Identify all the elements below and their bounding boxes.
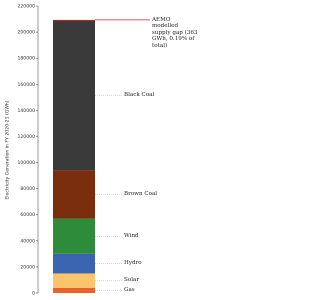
- bar-segment: [53, 253, 95, 274]
- y-tick-label: 140000: [17, 108, 35, 114]
- bar-segment: [53, 287, 95, 293]
- y-axis-label: Electricity Generation in FY 2020-21 (GW…: [5, 100, 11, 199]
- y-tick-label: 100000: [17, 160, 35, 166]
- series-label: Brown Coal: [124, 191, 158, 198]
- y-tick-label: 120000: [17, 134, 35, 140]
- y-tick-label: 80000: [20, 186, 35, 192]
- y-tick-label: 60000: [20, 212, 35, 218]
- y-tick-label: 40000: [20, 238, 35, 244]
- series-label: Hydro: [124, 260, 142, 267]
- series-label: AEMO modelled supply gap (363 GWh, 0.19%…: [152, 16, 198, 49]
- series-label: Gas: [124, 287, 135, 294]
- bar-segment: [53, 273, 95, 288]
- bar-segment: [53, 20, 95, 171]
- chart: Electricity Generation in FY 2020-21 (GW…: [5, 4, 198, 297]
- series-label: Solar: [124, 277, 139, 284]
- bar-segment: [53, 170, 95, 219]
- y-tick-label: 20000: [20, 264, 35, 270]
- y-tick-label: 180000: [17, 56, 35, 62]
- series-label: Wind: [124, 233, 139, 240]
- bar-segment: [53, 19, 95, 21]
- chart-svg: Electricity Generation in FY 2020-21 (GW…: [5, 4, 150, 297]
- y-tick-label: 0: [32, 291, 35, 297]
- y-tick-label: 200000: [17, 30, 35, 36]
- bar-segment: [53, 218, 95, 254]
- y-tick-label: 220000: [17, 4, 35, 10]
- series-label: Black Coal: [124, 92, 155, 99]
- y-tick-label: 160000: [17, 82, 35, 88]
